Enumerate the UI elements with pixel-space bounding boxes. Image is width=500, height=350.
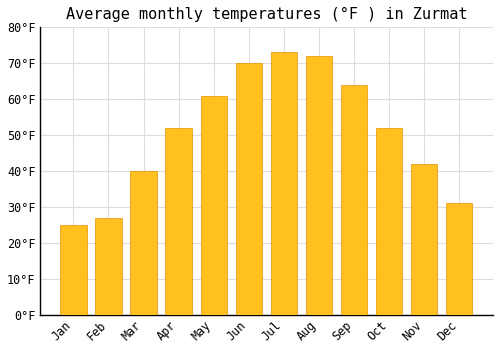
- Bar: [130, 171, 156, 315]
- Bar: [376, 128, 402, 315]
- Bar: [446, 203, 472, 315]
- Bar: [200, 96, 227, 315]
- Bar: [60, 225, 86, 315]
- Title: Average monthly temperatures (°F ) in Zurmat: Average monthly temperatures (°F ) in Zu…: [66, 7, 467, 22]
- Bar: [411, 164, 438, 315]
- Bar: [306, 56, 332, 315]
- Bar: [270, 52, 297, 315]
- Bar: [236, 63, 262, 315]
- Bar: [341, 85, 367, 315]
- Bar: [96, 218, 122, 315]
- Bar: [166, 128, 192, 315]
